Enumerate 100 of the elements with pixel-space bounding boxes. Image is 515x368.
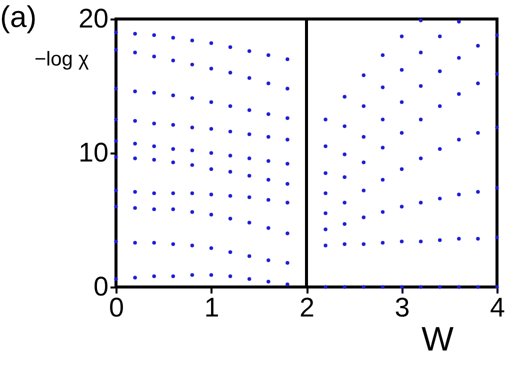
x-tick-label: 2 — [299, 292, 315, 322]
point — [114, 118, 118, 122]
point — [247, 156, 252, 160]
point — [266, 280, 270, 284]
point — [266, 135, 270, 139]
point — [457, 192, 461, 196]
point — [380, 240, 385, 245]
point — [171, 207, 176, 212]
point — [476, 236, 480, 241]
point — [324, 171, 328, 175]
point — [266, 198, 270, 202]
point — [133, 50, 137, 54]
point — [152, 240, 156, 245]
point — [190, 273, 194, 277]
point — [342, 124, 346, 128]
y-tick-label: 10 — [78, 138, 108, 168]
point — [152, 90, 156, 95]
point — [380, 118, 385, 122]
point — [286, 57, 290, 62]
point — [114, 240, 118, 244]
point — [152, 122, 156, 126]
point — [438, 34, 442, 38]
point — [209, 246, 214, 250]
point — [286, 232, 290, 236]
point — [114, 86, 118, 91]
point — [438, 104, 442, 108]
point — [342, 152, 346, 156]
point — [247, 132, 252, 136]
point — [286, 182, 290, 186]
point — [209, 273, 214, 277]
point — [114, 155, 118, 159]
point — [324, 285, 328, 289]
point — [342, 94, 346, 99]
point — [114, 188, 118, 192]
point — [190, 163, 194, 167]
point — [418, 156, 423, 160]
point — [209, 41, 214, 45]
point — [247, 220, 252, 225]
point — [133, 118, 137, 123]
point — [152, 191, 156, 196]
point — [495, 236, 499, 240]
point — [190, 148, 194, 152]
point — [171, 58, 176, 62]
point — [209, 212, 214, 217]
point — [495, 285, 499, 289]
point — [171, 122, 176, 127]
point — [133, 240, 137, 245]
point — [342, 242, 346, 246]
point — [228, 45, 232, 50]
point — [152, 158, 156, 162]
point — [400, 204, 404, 208]
point — [133, 156, 137, 160]
point — [286, 261, 290, 265]
point — [114, 139, 118, 143]
point — [228, 70, 232, 74]
point — [209, 66, 214, 70]
point — [190, 38, 194, 42]
point — [400, 68, 404, 72]
y-tick-label: 20 — [78, 4, 108, 34]
point — [190, 244, 194, 248]
x-tick-label: 4 — [490, 292, 506, 322]
point — [133, 206, 137, 210]
point — [380, 178, 385, 182]
point — [362, 73, 366, 78]
point — [190, 96, 194, 100]
point — [190, 126, 194, 130]
point — [247, 49, 252, 54]
point — [362, 135, 366, 139]
point — [342, 175, 346, 179]
point — [476, 131, 480, 135]
point — [247, 76, 252, 80]
point — [324, 244, 328, 248]
point — [247, 108, 252, 112]
point — [133, 142, 137, 146]
point — [362, 104, 366, 108]
point — [286, 282, 290, 286]
point — [324, 144, 328, 148]
point — [286, 86, 290, 91]
point — [400, 100, 404, 104]
point — [362, 188, 366, 192]
point — [247, 195, 252, 200]
point — [266, 159, 270, 163]
point — [114, 204, 118, 208]
point — [476, 44, 480, 48]
point — [380, 210, 385, 214]
point — [171, 274, 176, 278]
point — [266, 258, 270, 262]
point — [400, 285, 404, 289]
point — [400, 34, 404, 38]
point — [152, 274, 156, 278]
x-tick-label: 1 — [204, 292, 220, 322]
point — [457, 20, 461, 24]
point — [418, 118, 423, 122]
point — [152, 144, 156, 148]
point — [380, 285, 385, 289]
point — [171, 147, 176, 151]
point — [495, 126, 499, 130]
point — [209, 151, 214, 155]
x-tick-label: 3 — [394, 292, 410, 322]
point — [495, 72, 499, 76]
